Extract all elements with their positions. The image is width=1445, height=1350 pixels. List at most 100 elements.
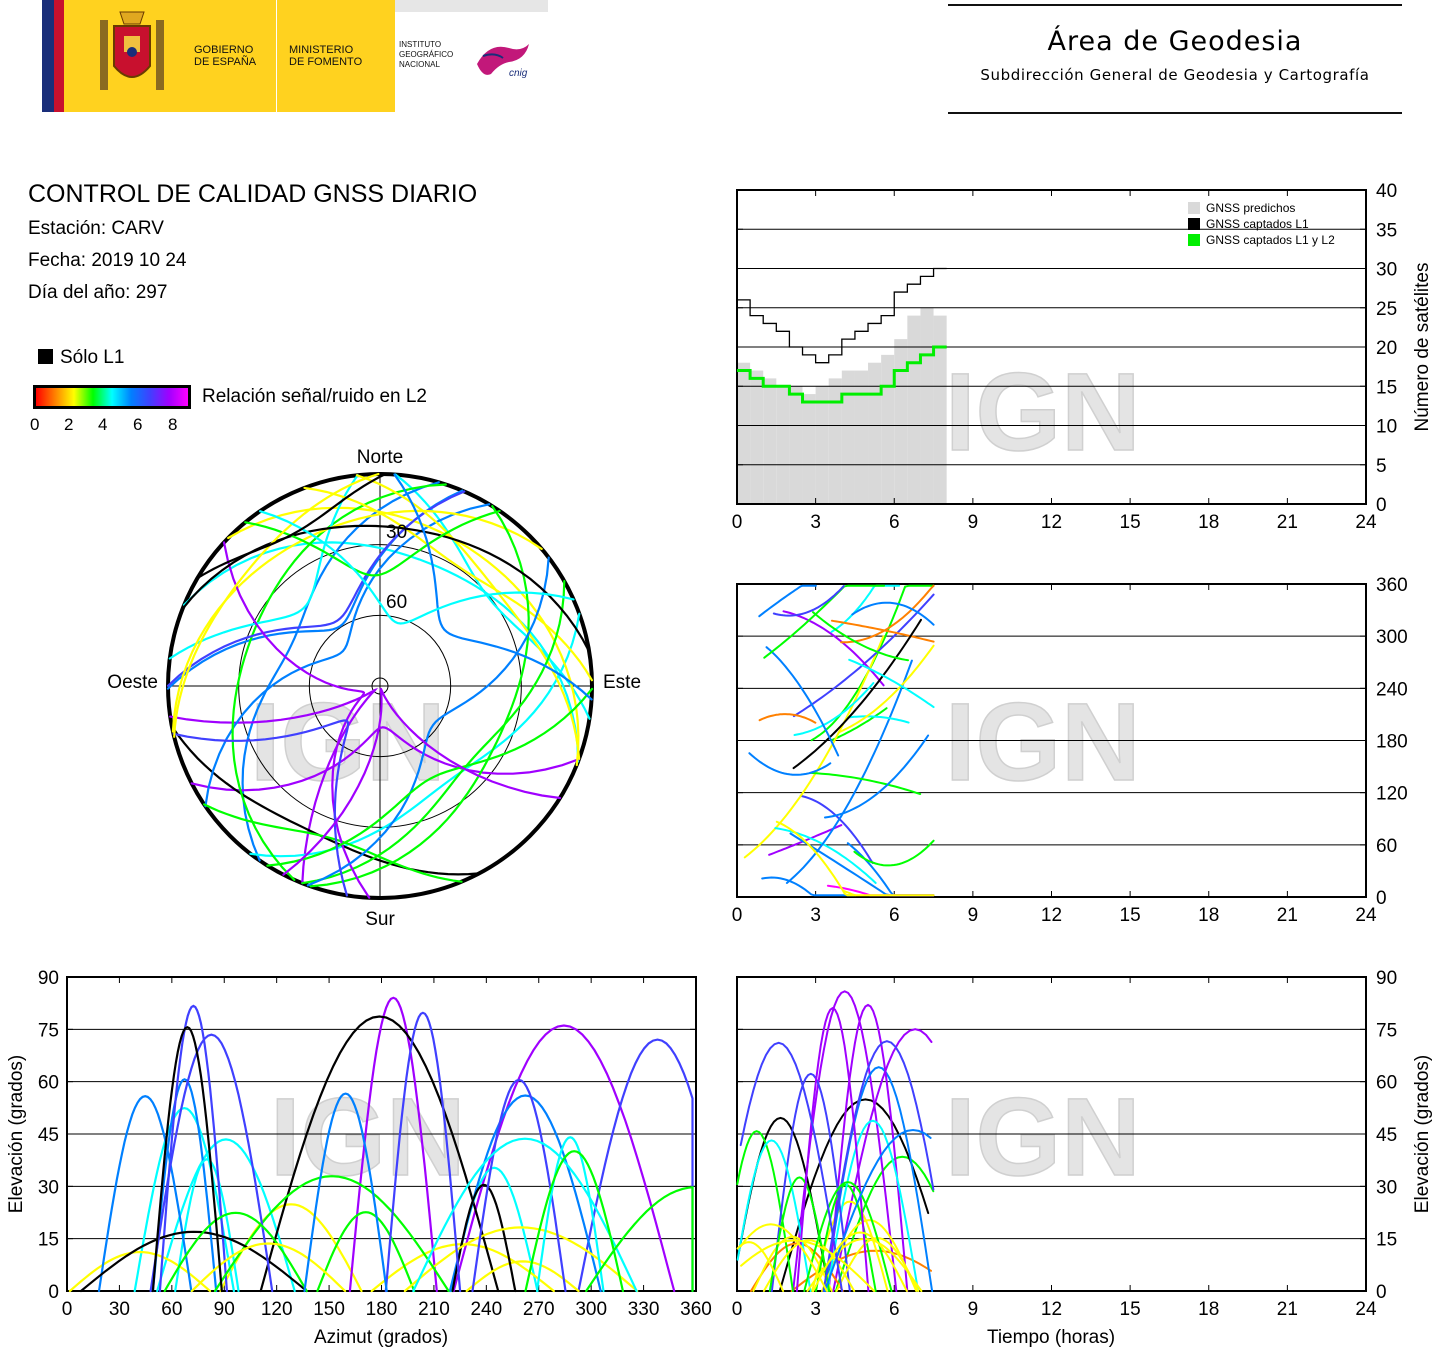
elevation-track [213,1175,450,1293]
x-tick-label: 30 [109,1299,130,1320]
azimuth-track [830,584,901,633]
x-tick-label: 60 [161,1299,182,1320]
elevation-track [174,1158,240,1293]
y-tick-label: 75 [38,1020,59,1041]
azimuth-track [789,832,935,897]
sky-track [169,687,379,885]
y-tick-label: 60 [38,1073,59,1094]
elevation-track [524,1150,624,1293]
y-tick-label: 300 [1376,627,1408,648]
legend-label: GNSS captados L1 [1206,217,1309,231]
snr-tick: 8 [168,415,178,434]
elevation-time-track [826,1119,920,1292]
ign-watermark: IGN [945,1076,1141,1199]
azimuth-track [848,658,935,709]
x-tick-label: 18 [1198,905,1219,926]
elevation-time-track [790,1249,932,1292]
cnig-logo-icon: cnig [477,44,529,79]
predicted-bar [815,386,829,504]
azimuth-track [853,839,935,867]
elevation-time-track [832,1028,933,1292]
predicted-bar [907,315,921,504]
x-tick-label: 3 [810,512,821,533]
y-tick-label: 90 [1376,968,1397,989]
sky-track [301,580,566,885]
x-tick-label: 12 [1041,1299,1062,1320]
azimuth-track [772,585,845,617]
x-tick-label: 6 [889,1299,900,1320]
sky-track [227,506,580,767]
snr-colorbar [33,385,191,409]
elevation-time-track [812,1231,908,1292]
elevation-time-track [822,1040,935,1292]
azimuth-track [765,646,840,757]
azimuth-track [812,611,909,662]
instituto-text: INSTITUTO GEOGRÁFICO NACIONAL [399,40,454,69]
elevation-track [412,1137,638,1293]
report-title: CONTROL DE CALIDAD GNSS DIARIO [28,180,478,208]
predicted-bar [828,378,842,504]
ign-watermark: IGN [270,1076,466,1199]
x-tick-label: 330 [628,1299,660,1320]
elevation-azimuth-chart: IGN 0 30 60 90 120 150 180 210 240 270 300 330 360 0 15… [6,968,712,1348]
legend-swatch [1188,202,1200,214]
x-tick-label: 240 [470,1299,502,1320]
azimuth-track [792,618,922,770]
x-tick-label: 9 [968,1299,979,1320]
azimuth-track [840,584,935,644]
x-tick-label: 180 [366,1299,398,1320]
sky-track [303,486,593,682]
azimuth-track [775,820,857,897]
sky-track [190,726,581,792]
sky-track [259,510,575,625]
x-tick-label: 120 [261,1299,293,1320]
y-tick-label: 5 [1376,456,1387,477]
y-tick-label: 90 [38,968,59,989]
elevation-track [190,1242,347,1293]
direction-label-north: Norte [357,447,403,468]
azimuth-track [792,593,935,718]
predicted-bar [881,354,895,504]
x-axis-label: Tiempo (horas) [987,1327,1115,1348]
y-tick-label: 180 [1376,732,1408,753]
ring-label-60: 60 [386,592,407,613]
x-tick-label: 24 [1355,905,1377,926]
area-header: Área de Geodesia Subdirección General de… [948,4,1402,114]
elevation-track [158,1004,228,1293]
y-axis-label: Número de satélites [1412,263,1433,432]
legend-label: GNSS captados L1 y L2 [1206,233,1335,247]
predicted-bar [868,362,882,504]
y-tick-label: 40 [1376,181,1397,202]
legend-swatch [1188,218,1200,230]
x-tick-label: 24 [1355,512,1377,533]
elevation-time-track [736,1139,812,1292]
x-tick-label: 270 [523,1299,555,1320]
x-tick-label: 210 [418,1299,450,1320]
y-tick-label: 30 [1376,260,1397,281]
elevation-track [149,1033,274,1293]
snr-tick: 6 [133,415,143,434]
x-axis-label: Azimut (grados) [314,1327,448,1348]
azimuth-track [782,610,885,687]
sky-track [282,687,562,876]
x-tick-label: 90 [214,1299,235,1320]
x-tick-label: 15 [1120,905,1141,926]
azimuth-track [809,771,922,795]
predicted-bar [776,386,790,504]
elevation-time-track [827,1003,909,1292]
y-tick-label: 45 [1376,1125,1397,1146]
y-axis-label: Elevación (grados) [1412,1055,1433,1213]
azimuth-track [774,827,877,884]
azimuth-track [761,876,856,897]
l1-only-label: Sólo L1 [60,347,125,368]
ign-watermark: IGN [945,351,1141,474]
predicted-bar [894,339,908,504]
y-tick-label: 25 [1376,299,1397,320]
y-tick-label: 30 [38,1177,59,1198]
azimuth-track [830,707,888,742]
elevation-time-track [762,1239,856,1292]
x-tick-label: 21 [1277,512,1298,533]
